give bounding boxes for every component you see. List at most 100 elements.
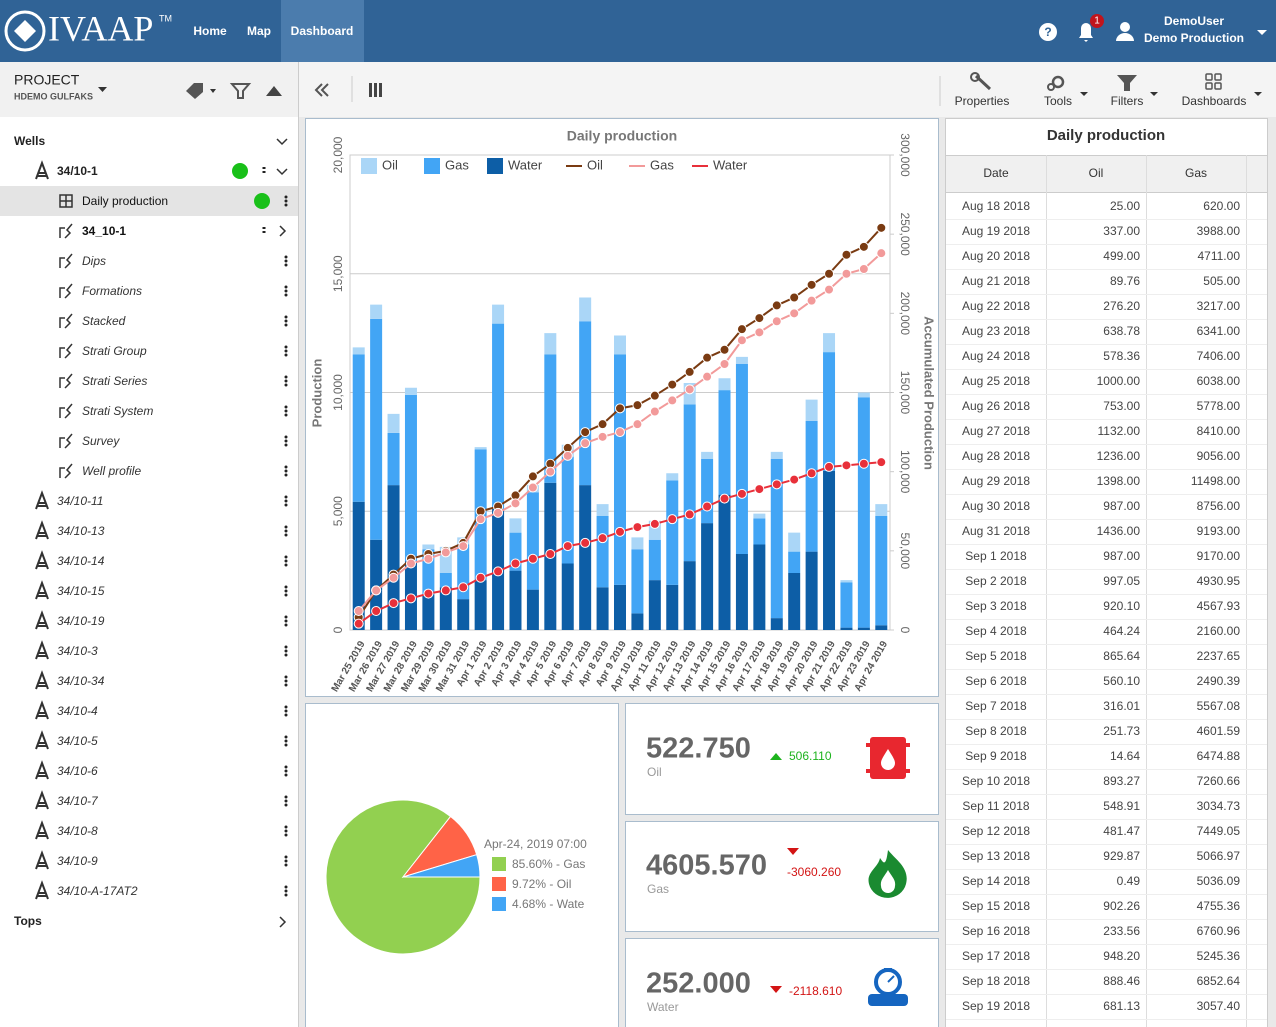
menu-dot[interactable] [284,293,288,297]
menu-dot[interactable] [284,285,288,289]
menu-dot[interactable] [284,409,288,413]
tree-well[interactable]: 34/10-6 [57,764,98,778]
tree-dataset[interactable]: Daily production [82,194,168,208]
menu-dot[interactable] [284,289,288,293]
menu-dot[interactable] [284,705,288,709]
tree-well[interactable]: 34/10-5 [57,734,98,748]
menu-dot[interactable] [284,255,288,259]
toolbar-button[interactable]: Tools [1044,94,1072,108]
toolbar-button[interactable]: Dashboards [1182,94,1247,108]
toolbar-button[interactable]: Properties [955,94,1010,108]
table-header[interactable]: Oil [1089,166,1104,180]
tree-well[interactable]: 34/10-9 [57,854,98,868]
menu-dot[interactable] [284,499,288,503]
menu-dot[interactable] [284,203,288,207]
menu-dot[interactable] [284,889,288,893]
menu-dot[interactable] [284,649,288,653]
tree-dataset[interactable]: Well profile [82,464,141,478]
legend-label[interactable]: Water [508,157,543,172]
chevron[interactable] [279,916,287,928]
user-name[interactable]: DemoUser [1164,14,1224,28]
menu-dot[interactable] [284,263,288,267]
tag-icon[interactable] [186,83,203,99]
tree-well[interactable]: 34/10-3 [57,644,98,658]
menu-dot[interactable] [284,855,288,859]
menu-dot[interactable] [284,615,288,619]
menu-dot[interactable] [284,743,288,747]
menu-dot[interactable] [284,739,288,743]
tree-dataset[interactable]: Strati Series [82,374,147,388]
tree-well[interactable]: 34/10-7 [57,794,99,808]
columns-icon[interactable] [369,83,382,97]
user-menu-arrow[interactable] [1257,30,1267,35]
menu-dot[interactable] [284,319,288,323]
menu-dot[interactable] [284,829,288,833]
tree-dataset[interactable]: Strati Group [82,344,147,358]
tree-well[interactable]: 34/10-A-17AT2 [57,884,138,898]
nav-link[interactable]: Dashboard [291,24,354,38]
tree-well[interactable]: 34/10-11 [57,494,103,508]
legend-label[interactable]: Oil [587,157,603,172]
menu-dot[interactable] [284,383,288,387]
tree-section[interactable]: Wells [14,134,45,148]
menu-dot[interactable] [284,495,288,499]
menu-dot[interactable] [284,679,288,683]
tree-dataset[interactable]: Formations [82,284,142,298]
nav-link[interactable]: Home [193,24,227,38]
table-header[interactable]: Date [983,166,1009,180]
collapse-arrow[interactable] [266,86,282,96]
user-icon[interactable] [1120,22,1130,32]
tree-well[interactable]: 34/10-13 [57,524,105,538]
menu-dot[interactable] [284,353,288,357]
tree-dataset[interactable]: Stacked [82,314,126,328]
menu-dot[interactable] [284,563,288,567]
menu-dot[interactable] [284,623,288,627]
menu-dot[interactable] [284,683,288,687]
menu-dot[interactable] [284,765,288,769]
tree-dataset[interactable]: 34_10-1 [82,224,126,238]
project-arrow[interactable] [98,87,107,92]
collapse-icon[interactable] [314,83,329,97]
dashboards-icon[interactable] [1205,73,1222,90]
menu-dot[interactable] [284,709,288,713]
user-project[interactable]: Demo Production [1144,31,1244,45]
menu-dot[interactable] [284,833,288,837]
gear-icon[interactable] [1051,75,1065,89]
menu-dot[interactable] [284,529,288,533]
menu-dot[interactable] [284,555,288,559]
chevron[interactable] [276,138,288,146]
menu-dot[interactable] [284,645,288,649]
legend-label[interactable]: Water [713,157,748,172]
menu-dot[interactable] [284,795,288,799]
menu-dot[interactable] [284,199,288,203]
menu-dot[interactable] [284,893,288,897]
menu-dot[interactable] [284,533,288,537]
nav-link[interactable]: Map [247,24,271,38]
menu-dot[interactable] [284,619,288,623]
tree-well[interactable]: 34/10-34 [57,674,105,688]
menu-dot[interactable] [284,585,288,589]
menu-dot[interactable] [284,195,288,199]
menu-dot[interactable] [284,259,288,263]
menu-dot[interactable] [284,379,288,383]
menu-dot[interactable] [284,405,288,409]
menu-dot[interactable] [284,675,288,679]
toolbar-button[interactable]: Filters [1111,94,1144,108]
legend-label[interactable]: Gas [445,157,469,172]
chevron[interactable] [276,168,288,176]
menu-dot[interactable] [284,653,288,657]
menu-dot[interactable] [284,315,288,319]
project-name[interactable]: HDEMO GULFAKS [14,91,93,101]
tree-well[interactable]: 34/10-4 [57,704,98,718]
help-icon[interactable] [1039,23,1057,41]
legend-label[interactable]: Oil [382,157,398,172]
tag-arrow[interactable] [210,89,216,93]
menu-dot[interactable] [284,435,288,439]
menu-dot[interactable] [284,375,288,379]
project-label[interactable]: PROJECT [14,72,80,88]
menu-dot[interactable] [284,593,288,597]
menu-dot[interactable] [284,825,288,829]
table-header[interactable]: Gas [1185,166,1207,180]
menu-dot[interactable] [284,323,288,327]
menu-dot[interactable] [284,443,288,447]
